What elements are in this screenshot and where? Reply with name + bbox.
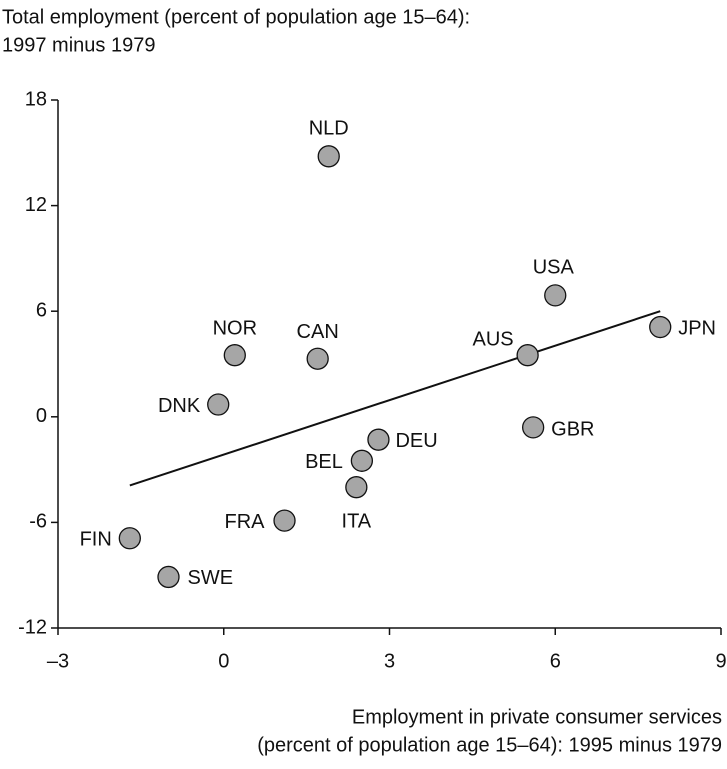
point xyxy=(157,565,180,589)
point-label: NOR xyxy=(213,317,257,339)
point xyxy=(207,393,230,416)
point xyxy=(649,315,672,339)
point-label: ITA xyxy=(342,510,372,532)
y-tick-label: 18 xyxy=(25,88,47,110)
point-label: DEU xyxy=(395,430,437,452)
point xyxy=(367,428,390,451)
point-label: USA xyxy=(533,257,575,279)
point xyxy=(273,509,296,532)
trend-line xyxy=(129,310,661,487)
y-tick-label: -6 xyxy=(29,511,47,533)
point xyxy=(317,145,340,168)
point xyxy=(522,416,545,439)
point xyxy=(118,527,141,550)
point-label: AUS xyxy=(473,328,514,350)
x-tick-label: –3 xyxy=(47,650,69,672)
x-tick-label: 0 xyxy=(218,650,229,672)
point xyxy=(223,344,246,367)
y-tick-label: 0 xyxy=(36,405,47,427)
x-axis-label: Employment in private consumer services xyxy=(352,706,722,728)
point-label: GBR xyxy=(551,419,594,441)
point xyxy=(306,347,329,370)
point-label: FRA xyxy=(225,511,266,533)
x-tick-label: 3 xyxy=(384,650,395,672)
point-label: NLD xyxy=(309,118,349,140)
chart-title: 1997 minus 1979 xyxy=(2,34,155,56)
y-tick-label: 12 xyxy=(25,194,47,216)
point-label: DNK xyxy=(158,395,201,417)
point xyxy=(544,284,567,307)
point-label: FIN xyxy=(80,529,112,551)
point-label: SWE xyxy=(188,567,234,589)
point xyxy=(350,449,374,472)
point xyxy=(516,344,539,367)
x-tick-label: 6 xyxy=(550,650,561,672)
chart-title: Total employment (percent of population … xyxy=(2,6,470,28)
x-tick-label: 9 xyxy=(715,650,726,672)
point xyxy=(345,476,368,499)
x-axis-label: (percent of population age 15–64): 1995 … xyxy=(257,734,722,756)
point-label: CAN xyxy=(297,321,339,343)
point-label: JPN xyxy=(678,317,716,339)
y-tick-label: -12 xyxy=(18,616,47,638)
point-label: BEL xyxy=(305,451,343,473)
y-tick-label: 6 xyxy=(36,299,47,321)
